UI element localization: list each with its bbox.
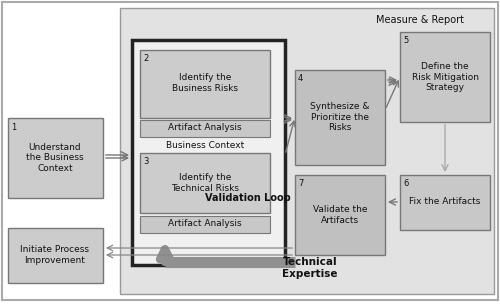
Bar — [120, 8, 494, 294]
Text: Business Context: Business Context — [166, 140, 244, 150]
Text: 7: 7 — [298, 179, 304, 188]
Bar — [140, 153, 270, 213]
Text: Validate the
Artifacts: Validate the Artifacts — [313, 205, 367, 225]
Bar — [400, 32, 490, 122]
Text: 1: 1 — [11, 123, 16, 132]
Bar — [8, 228, 103, 283]
Text: Technical
Expertise: Technical Expertise — [282, 257, 338, 279]
Text: Identify the
Business Risks: Identify the Business Risks — [172, 73, 238, 93]
Text: Synthesize &
Prioritize the
Risks: Synthesize & Prioritize the Risks — [310, 102, 370, 132]
Text: Validation Loop: Validation Loop — [205, 193, 291, 203]
Bar — [140, 216, 270, 233]
Text: Measure & Report: Measure & Report — [376, 15, 464, 25]
Text: Define the
Risk Mitigation
Strategy: Define the Risk Mitigation Strategy — [412, 62, 478, 92]
Text: 6: 6 — [403, 179, 408, 188]
Text: Understand
the Business
Context: Understand the Business Context — [26, 143, 84, 173]
Text: Initiate Process
Improvement: Initiate Process Improvement — [20, 245, 89, 265]
Bar — [140, 120, 270, 137]
Text: 4: 4 — [298, 74, 303, 83]
Bar — [295, 70, 385, 165]
Text: 5: 5 — [403, 36, 408, 45]
Bar — [8, 118, 103, 198]
Bar — [140, 50, 270, 118]
Text: Fix the Artifacts: Fix the Artifacts — [410, 198, 480, 206]
Bar — [400, 175, 490, 230]
Text: 3: 3 — [143, 157, 148, 166]
Text: 2: 2 — [143, 54, 148, 63]
Text: Artifact Analysis: Artifact Analysis — [168, 219, 242, 229]
Bar — [295, 175, 385, 255]
Text: Artifact Analysis: Artifact Analysis — [168, 123, 242, 133]
Bar — [132, 40, 285, 265]
Text: Identify the
Technical Risks: Identify the Technical Risks — [171, 173, 239, 193]
